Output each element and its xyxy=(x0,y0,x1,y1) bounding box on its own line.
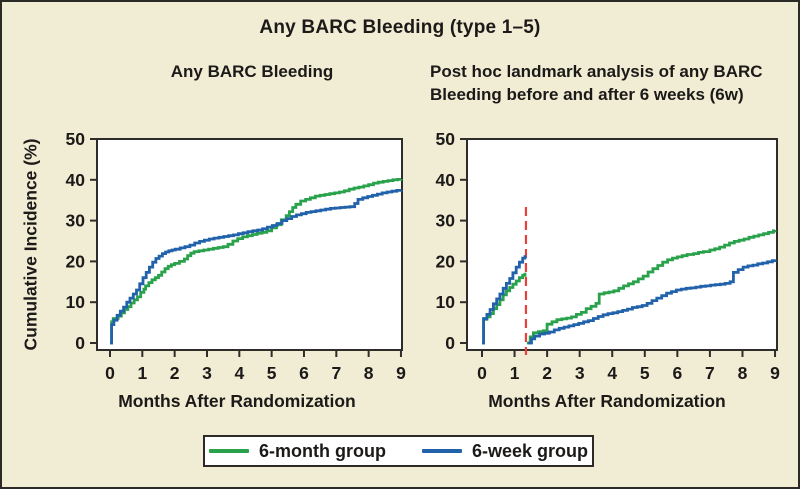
svg-text:0: 0 xyxy=(445,333,455,353)
figure-title: Any BARC Bleeding (type 1–5) xyxy=(259,17,541,38)
svg-text:9: 9 xyxy=(770,363,780,383)
svg-text:4: 4 xyxy=(234,363,244,383)
legend-item-6-month: 6-month group xyxy=(208,440,386,462)
svg-text:20: 20 xyxy=(436,251,456,271)
svg-text:1: 1 xyxy=(510,363,520,383)
legend: 6-month group 6-week group xyxy=(203,435,594,467)
svg-text:3: 3 xyxy=(575,363,585,383)
6-month-line-swatch xyxy=(208,449,249,453)
svg-text:10: 10 xyxy=(66,292,86,312)
svg-text:0: 0 xyxy=(75,333,85,353)
svg-text:2: 2 xyxy=(170,363,180,383)
svg-text:5: 5 xyxy=(640,363,650,383)
svg-text:3: 3 xyxy=(202,363,212,383)
6-week-line-swatch xyxy=(421,449,462,453)
legend-label-6-week: 6-week group xyxy=(471,440,588,461)
y-axis-title: Cumulative Incidence (%) xyxy=(20,138,41,351)
left-chart-subtitle: Any BARC Bleeding xyxy=(170,62,334,81)
left-chart: 0 10 20 30 40 50 0 1 2 3 4 5 6 7 8 9 xyxy=(66,132,407,383)
svg-text:7: 7 xyxy=(705,363,715,383)
svg-text:0: 0 xyxy=(105,363,115,383)
left-x-axis-title: Months After Randomization xyxy=(118,391,356,411)
svg-text:6: 6 xyxy=(299,363,309,383)
legend-label-6-month: 6-month group xyxy=(258,440,386,461)
svg-text:1: 1 xyxy=(137,363,147,383)
svg-text:9: 9 xyxy=(396,363,406,383)
svg-text:8: 8 xyxy=(364,363,374,383)
svg-text:50: 50 xyxy=(436,132,456,149)
svg-text:6: 6 xyxy=(672,363,682,383)
svg-text:2: 2 xyxy=(542,363,552,383)
svg-text:50: 50 xyxy=(66,132,86,149)
right-x-axis-title: Months After Randomization xyxy=(488,391,726,411)
legend-item-6-week: 6-week group xyxy=(421,440,588,462)
svg-text:4: 4 xyxy=(607,363,617,383)
right-chart-subtitle-line1: Post hoc landmark analysis of any BARC xyxy=(430,62,763,81)
svg-text:8: 8 xyxy=(738,363,748,383)
svg-text:20: 20 xyxy=(66,251,86,271)
svg-text:30: 30 xyxy=(66,211,86,231)
svg-text:5: 5 xyxy=(267,363,277,383)
right-chart: 0 10 20 30 40 50 0 1 2 3 4 5 6 7 8 9 xyxy=(436,132,781,383)
right-chart-subtitle-line2: Bleeding before and after 6 weeks (6w) xyxy=(430,85,744,104)
svg-text:0: 0 xyxy=(477,363,487,383)
svg-text:40: 40 xyxy=(436,170,456,190)
svg-text:30: 30 xyxy=(436,211,456,231)
right-chart-subtitle: Post hoc landmark analysis of any BARC B… xyxy=(430,60,786,106)
svg-text:10: 10 xyxy=(436,292,456,312)
svg-text:7: 7 xyxy=(331,363,341,383)
svg-text:40: 40 xyxy=(66,170,86,190)
